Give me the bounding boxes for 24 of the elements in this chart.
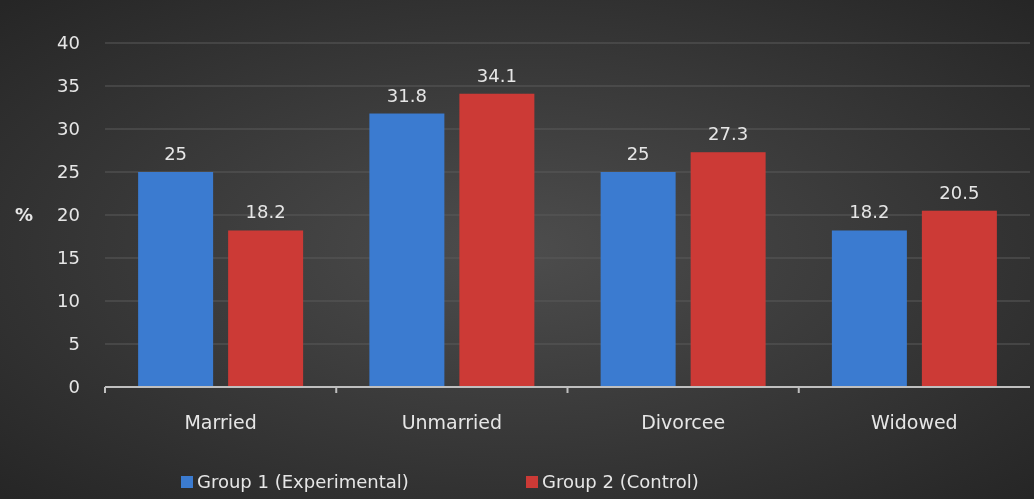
data-label: 25 xyxy=(164,143,188,164)
legend-label: Group 2 (Control) xyxy=(542,471,699,493)
y-tick-label: 5 xyxy=(68,333,80,355)
data-label: 31.8 xyxy=(386,84,427,106)
y-tick-label: 0 xyxy=(68,376,80,398)
x-tick-label: Unmarried xyxy=(401,411,503,433)
data-label: 18.2 xyxy=(849,201,890,223)
x-tick-label: Divorcee xyxy=(641,411,726,433)
y-tick-label: 15 xyxy=(57,247,80,269)
data-label: 25 xyxy=(626,143,650,164)
x-tick-label: Widowed xyxy=(871,411,958,433)
y-tick-label: 30 xyxy=(57,118,80,140)
data-label: 27.3 xyxy=(708,123,749,145)
legend-label: Group 1 (Experimental) xyxy=(197,471,409,493)
y-tick-label: 25 xyxy=(57,161,80,183)
y-tick-label: 10 xyxy=(57,290,80,312)
y-tick-label: 40 xyxy=(57,32,80,54)
data-label: 34.1 xyxy=(476,64,517,86)
data-label: 20.5 xyxy=(939,181,980,203)
y-tick-label: 20 xyxy=(57,204,80,226)
y-tick-label: 35 xyxy=(57,75,80,97)
x-tick-label: Married xyxy=(184,411,257,433)
y-axis-title: % xyxy=(14,204,34,226)
data-label: 18.2 xyxy=(245,201,286,223)
